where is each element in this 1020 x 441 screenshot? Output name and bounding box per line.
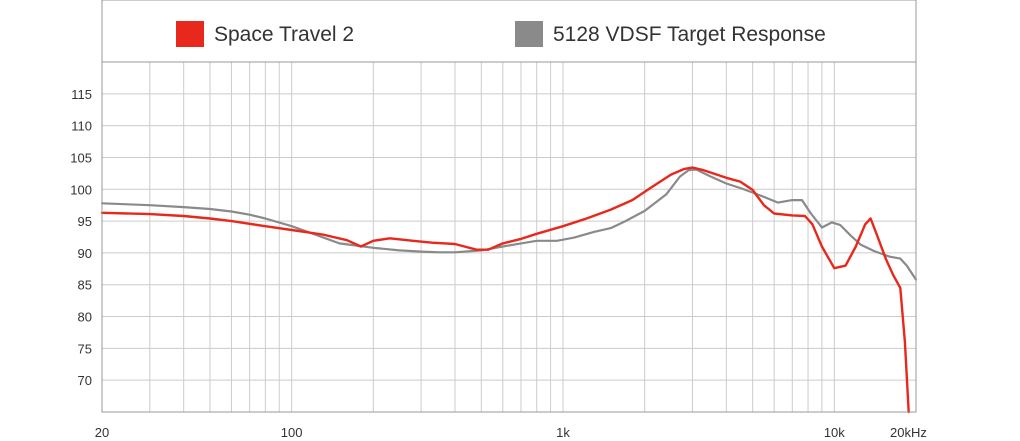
y-tick-label: 75 xyxy=(78,341,92,356)
series-line-target-response xyxy=(100,168,918,281)
legend: Space Travel 2 5128 VDSF Target Response xyxy=(101,0,917,63)
x-tick-label: 20 xyxy=(95,425,109,440)
x-axis-ticks: 20 100 1k 10k 20kHz xyxy=(95,425,927,440)
series-line-space-travel-2 xyxy=(100,166,910,414)
legend-box xyxy=(101,0,917,63)
y-tick-label: 70 xyxy=(78,373,92,388)
y-tick-label: 80 xyxy=(78,310,92,325)
legend-label-target-response: 5128 VDSF Target Response xyxy=(553,23,826,46)
legend-swatch-target-response xyxy=(515,21,543,47)
series-lines xyxy=(100,166,918,414)
y-tick-label: 90 xyxy=(78,246,92,261)
x-tick-label: 20kHz xyxy=(890,425,927,440)
plot-frame xyxy=(101,61,917,413)
y-axis-ticks: 70 75 80 85 90 95 100 105 110 115 xyxy=(70,87,92,388)
y-tick-label: 100 xyxy=(70,182,92,197)
x-tick-label: 100 xyxy=(281,425,303,440)
y-tick-label: 110 xyxy=(71,119,92,134)
x-tick-label: 1k xyxy=(556,425,570,440)
y-tick-label: 105 xyxy=(70,150,92,165)
y-tick-label: 85 xyxy=(78,278,92,293)
legend-label-space-travel-2: Space Travel 2 xyxy=(214,23,354,46)
grid xyxy=(102,62,916,412)
y-tick-label: 115 xyxy=(71,87,92,102)
legend-swatch-space-travel-2 xyxy=(176,21,204,47)
x-tick-label: 10k xyxy=(824,425,845,440)
y-tick-label: 95 xyxy=(78,214,92,229)
